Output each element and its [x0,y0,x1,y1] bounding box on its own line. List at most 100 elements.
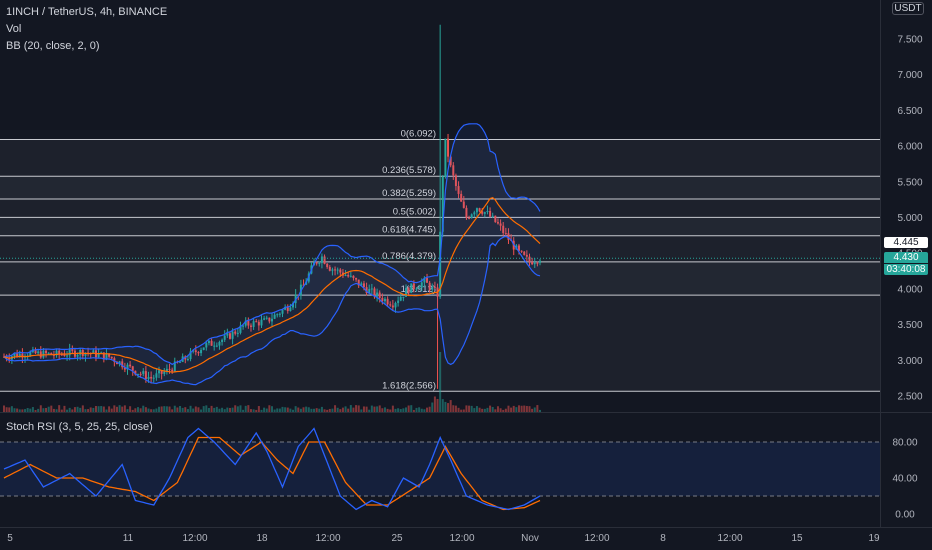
candle-body [441,176,444,232]
volume-bar [357,405,360,412]
candle-body [457,186,460,194]
volume-bar [536,405,539,412]
price-tick-label: 6.000 [897,142,922,153]
volume-bar [200,409,203,412]
volume-bar [181,407,184,412]
volume-bar [81,405,84,412]
candle-body [462,201,465,208]
currency-label[interactable]: USDT [892,2,924,15]
candle-body [473,212,476,215]
volume-bar [418,407,421,412]
candle-body [218,341,221,346]
candle-body [470,214,473,218]
candle-body [323,256,326,264]
volume-bar [92,407,95,412]
bollinger-legend[interactable]: BB (20, close, 2, 0) [6,40,100,52]
fib-label: 0.618(4.745) [382,225,436,236]
candle-body [349,275,352,277]
candle-body [231,331,234,339]
candle-body [84,352,87,356]
volume-bar [110,408,113,412]
volume-bar [391,405,394,412]
volume-bar [50,405,53,412]
candle-body [531,262,534,265]
volume-bar [504,408,507,412]
candle-body [383,298,386,302]
volume-bar [444,401,447,412]
volume-bar [310,408,313,412]
volume-bar [341,407,344,412]
candle-body [507,233,510,240]
pane-separator [0,412,932,413]
volume-bar [439,352,442,412]
candle-body [129,364,132,367]
volume-bar [21,409,24,412]
candle-body [344,274,347,276]
volume-bar [378,405,381,412]
volume-legend[interactable]: Vol [6,23,22,35]
candle-body [347,274,350,277]
volume-bar [286,407,289,412]
volume-bar [449,400,452,412]
candle-body [60,354,63,356]
volume-bar [97,406,100,412]
candle-body [483,212,486,214]
volume-bar [215,406,218,412]
candle-body [105,353,108,360]
stoch-tick-label: 80.00 [892,438,917,449]
volume-bar [276,408,279,412]
candle-body [55,350,58,356]
candle-body [189,351,192,360]
volume-bar [265,408,268,412]
volume-bar [155,408,158,412]
volume-bar [365,406,368,412]
candle-body [278,313,281,315]
volume-bar [420,408,423,412]
volume-bar [160,406,163,412]
volume-bar [460,409,463,412]
volume-bar [389,409,392,412]
volume-bar [58,405,61,412]
volume-bar [45,407,48,412]
candle-body [378,292,381,298]
current-price-badge: 4.430 [884,252,928,263]
stoch-d-line [3,436,541,511]
candle-body [137,373,139,375]
candle-body [139,373,142,375]
candle-body [221,339,224,342]
time-tick-label: 25 [391,533,403,544]
volume-bar [528,406,531,412]
bb-basis-line [3,197,541,373]
candle-body [271,318,273,322]
stoch-rsi-legend[interactable]: Stoch RSI (3, 5, 25, 25, close) [6,421,153,433]
volume-bar [494,409,497,412]
candle-body [50,352,53,355]
candle-body [252,321,255,327]
fib-label: 0.382(5.259) [382,188,436,199]
candle-body [494,215,497,223]
volume-bar [79,407,82,412]
volume-bar [186,409,189,412]
volume-bar [102,406,105,412]
volume-bar [228,407,231,412]
candle-body [121,361,124,368]
volume-bar [152,409,155,412]
candle-body [205,343,208,348]
volume-bar [68,407,71,412]
candle-body [465,207,468,218]
candle-body [263,318,266,320]
volume-bar [10,406,13,412]
last-price-badge: 4.445 [884,237,928,248]
candle-body [504,233,507,235]
volume-bar [294,406,297,412]
symbol-legend[interactable]: 1INCH / TetherUS, 4h, BINANCE [6,6,168,18]
volume-bar [260,409,263,412]
volume-bar [126,409,129,412]
volume-bar [168,406,171,412]
volume-bar [52,408,55,412]
candle-body [202,347,205,350]
volume-bar [142,405,145,412]
candle-body [499,223,502,226]
candle-body [228,333,231,339]
